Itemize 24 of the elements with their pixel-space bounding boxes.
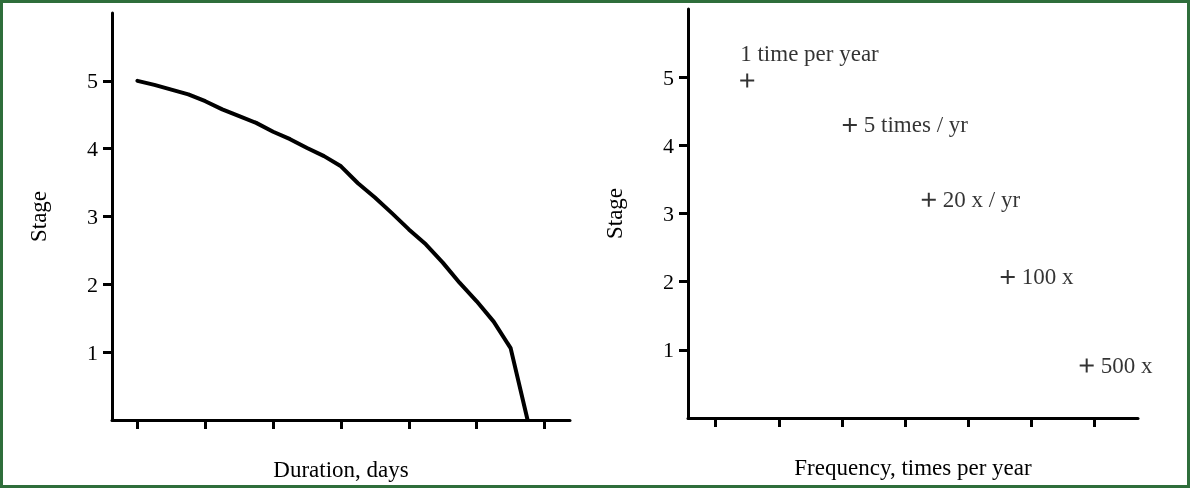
x-axis-title: Frequency, times per year bbox=[794, 455, 1033, 480]
y-tick-label: 2 bbox=[663, 269, 674, 295]
y-tick-label: 1 bbox=[663, 337, 674, 363]
annotation: 100 x bbox=[1021, 264, 1074, 290]
y-tick-label: 5 bbox=[87, 68, 98, 94]
annotation: 500 x bbox=[1100, 353, 1153, 379]
y-axis-title: Stage bbox=[602, 187, 627, 240]
y-tick-label: 5 bbox=[663, 64, 674, 90]
point bbox=[740, 73, 755, 88]
y-tick-label: 4 bbox=[663, 132, 674, 158]
y-axis-title: Stage bbox=[26, 190, 51, 243]
point bbox=[1079, 358, 1094, 373]
y-tick-label: 1 bbox=[87, 339, 98, 365]
y-tick-label: 3 bbox=[87, 204, 98, 229]
y-tick-label: 2 bbox=[87, 271, 98, 297]
annotation: 5 times / yr bbox=[863, 112, 969, 138]
annotation: 20 x / yr bbox=[942, 187, 1021, 213]
point bbox=[842, 117, 857, 132]
point bbox=[1000, 269, 1015, 284]
annotation: 1 time per year bbox=[740, 40, 880, 66]
x-axis-title: Duration, days bbox=[273, 457, 409, 482]
point bbox=[921, 192, 936, 207]
y-tick-label: 3 bbox=[663, 201, 674, 226]
y-tick-label: 4 bbox=[87, 136, 98, 162]
